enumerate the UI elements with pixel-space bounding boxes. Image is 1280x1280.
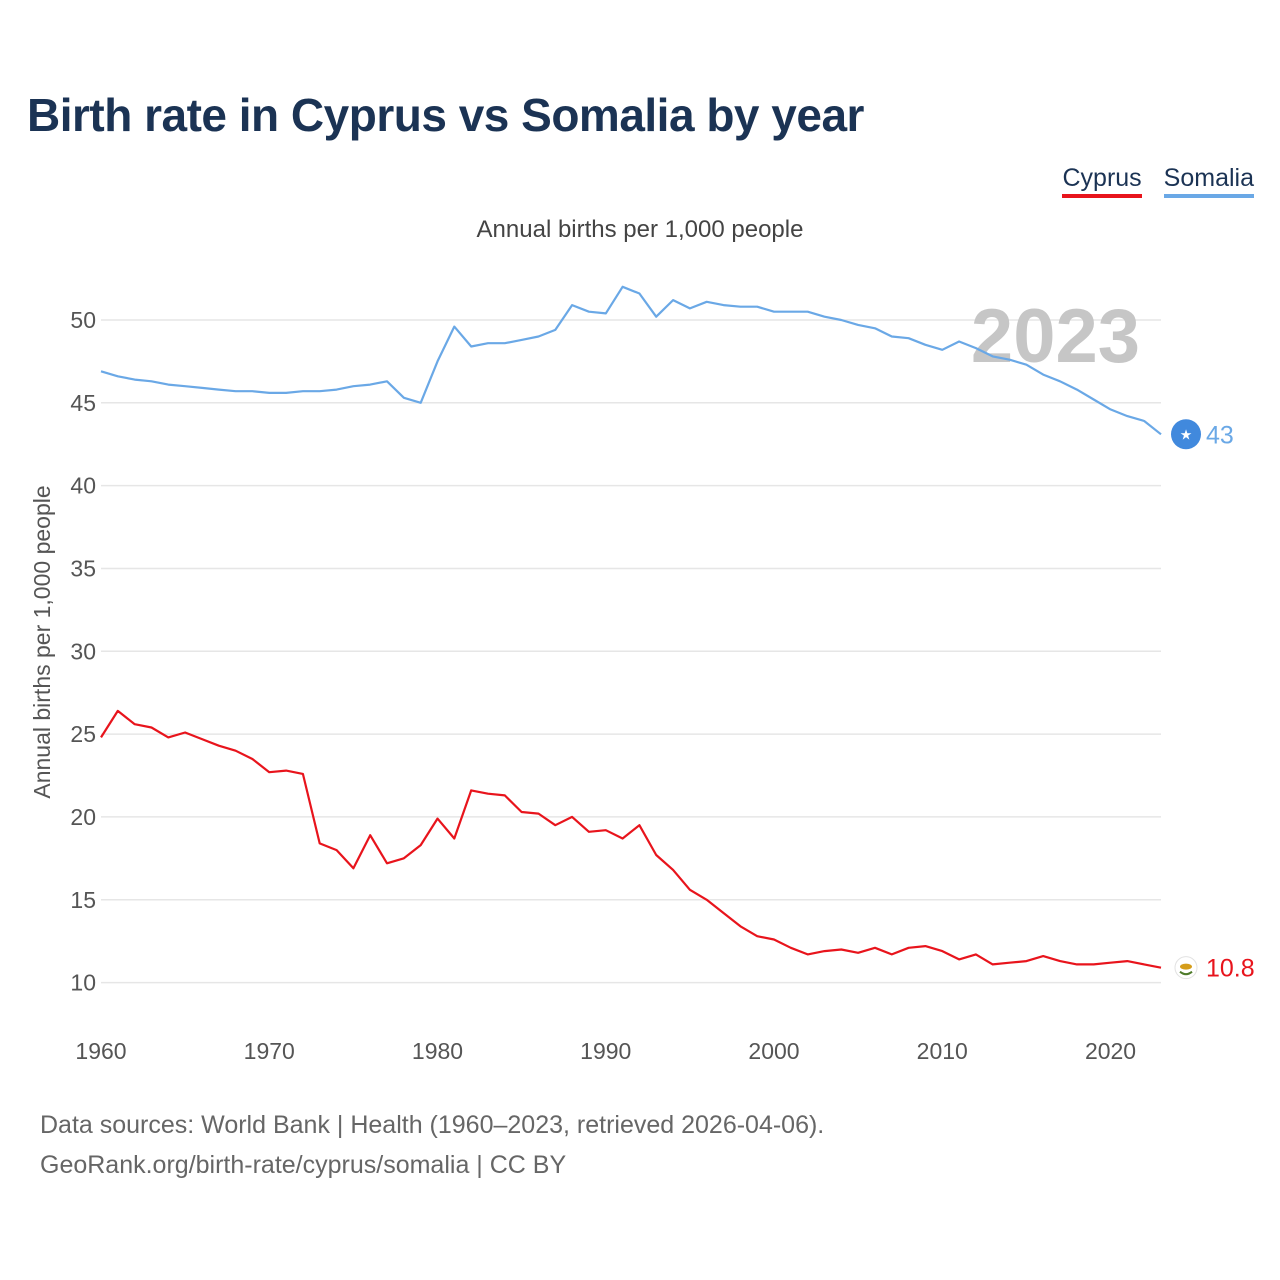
x-tick-label: 2010 bbox=[917, 1038, 968, 1064]
y-axis-label: Annual births per 1,000 people bbox=[29, 485, 55, 798]
end-value-label-cyprus: 10.8 bbox=[1206, 955, 1255, 983]
x-tick-label: 1980 bbox=[412, 1038, 463, 1064]
series-lines bbox=[100, 285, 1162, 969]
somalia-flag-icon bbox=[1171, 419, 1201, 450]
x-tick-label: 2000 bbox=[748, 1038, 799, 1064]
x-tick-label: 1960 bbox=[75, 1038, 126, 1064]
footer: Data sources: World Bank | Health (1960–… bbox=[40, 1105, 824, 1185]
gridlines bbox=[101, 319, 1161, 984]
y-tick-label: 40 bbox=[70, 473, 96, 499]
footer-source: Data sources: World Bank | Health (1960–… bbox=[40, 1111, 825, 1139]
x-axis-ticks: 1960 1970 1980 1990 2000 2010 2020 bbox=[75, 1038, 1136, 1064]
star-icon: ★ bbox=[1180, 426, 1193, 442]
y-tick-label: 10 bbox=[70, 970, 96, 996]
chart-title: Birth rate in Cyprus vs Somalia by year bbox=[27, 89, 864, 141]
series-line-cyprus bbox=[100, 709, 1162, 969]
y-axis-ticks: 10 15 20 25 30 35 40 45 50 bbox=[70, 307, 96, 996]
y-tick-label: 50 bbox=[70, 307, 96, 333]
y-tick-label: 35 bbox=[70, 555, 96, 581]
footer-link[interactable]: GeoRank.org/birth-rate/cyprus/somalia | … bbox=[40, 1151, 567, 1179]
y-tick-label: 25 bbox=[70, 721, 96, 747]
island-shape bbox=[1180, 963, 1192, 970]
legend-item-cyprus[interactable]: Cyprus bbox=[1062, 164, 1142, 198]
x-tick-label: 1970 bbox=[244, 1038, 295, 1064]
legend: Cyprus Somalia bbox=[1062, 164, 1254, 198]
year-watermark: 2023 bbox=[971, 294, 1140, 379]
x-tick-label: 2020 bbox=[1085, 1038, 1136, 1064]
legend-item-somalia[interactable]: Somalia bbox=[1163, 164, 1254, 198]
x-tick-label: 1990 bbox=[580, 1038, 631, 1064]
end-value-label-somalia: 43 bbox=[1206, 421, 1234, 449]
chart-subtitle: Annual births per 1,000 people bbox=[476, 216, 804, 243]
y-tick-label: 20 bbox=[70, 804, 96, 830]
y-tick-label: 15 bbox=[70, 887, 96, 913]
olive-branch-icon bbox=[1179, 970, 1193, 976]
series-line-somalia bbox=[100, 285, 1162, 436]
y-tick-label: 45 bbox=[70, 390, 96, 416]
series-end-markers: ★ 43 10.8 bbox=[1171, 419, 1255, 983]
y-tick-label: 30 bbox=[70, 638, 96, 664]
